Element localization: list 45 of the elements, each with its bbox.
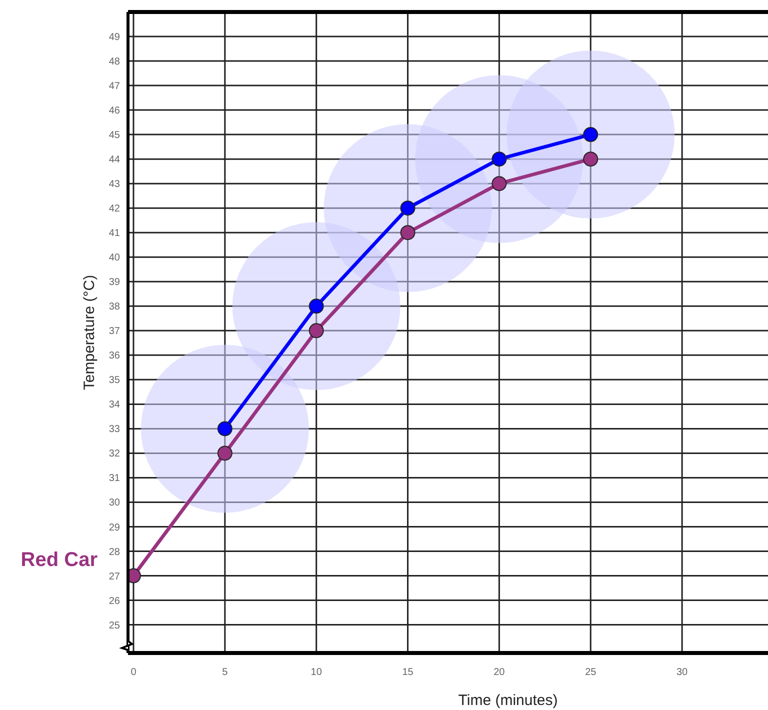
y-tick-label: 46	[108, 106, 120, 117]
y-tick-label: 33	[108, 424, 120, 436]
y-tick-label: 27	[108, 571, 120, 582]
y-tick-label: 25	[108, 620, 120, 632]
y-tick-label: 26	[108, 596, 120, 607]
y-tick-label: 36	[108, 350, 120, 362]
y-tick-label: 39	[108, 277, 120, 288]
y-tick-label: 40	[108, 252, 120, 264]
point	[583, 152, 598, 167]
y-tick-label: 43	[108, 179, 120, 190]
y-tick-label: 44	[108, 154, 120, 166]
y-tick-label: 38	[108, 302, 120, 313]
point	[583, 127, 598, 142]
y-tick-label: 41	[108, 228, 120, 240]
y-tick-label: 35	[108, 375, 120, 386]
x-tick-label: 20	[494, 667, 506, 678]
x-tick-label: 25	[585, 667, 597, 678]
point	[308, 323, 324, 338]
y-tick-label: 45	[108, 130, 120, 142]
y-tick-label: 32	[108, 448, 120, 460]
x-tick-label: 0	[130, 667, 137, 678]
point	[492, 176, 507, 192]
x-tick-label: 10	[310, 667, 322, 678]
point	[400, 225, 416, 240]
x-tick-label: 15	[402, 667, 414, 678]
y-tick-label: 47	[108, 81, 120, 92]
point	[217, 446, 232, 461]
y-axis-title: Temperature (°C)	[81, 274, 98, 390]
y-tick-label: 29	[108, 522, 120, 534]
x-tick-label: 30	[676, 667, 688, 678]
y-tick-label: 28	[108, 546, 120, 558]
point	[492, 152, 507, 167]
y-tick-label: 37	[108, 326, 120, 338]
y-tick-label: 30	[108, 498, 120, 509]
y-tick-label: 49	[108, 32, 120, 44]
x-axis-title: Time (minutes)	[458, 692, 558, 709]
y-tick-label: 31	[108, 473, 120, 484]
point	[308, 298, 324, 314]
y-tick-label: 48	[108, 56, 120, 68]
series-label: Red Car	[20, 548, 98, 571]
y-tick-label: 42	[108, 204, 120, 215]
x-tick-label: 5	[222, 667, 228, 678]
point	[400, 200, 416, 216]
point	[217, 421, 232, 436]
y-tick-label: 34	[108, 400, 120, 411]
